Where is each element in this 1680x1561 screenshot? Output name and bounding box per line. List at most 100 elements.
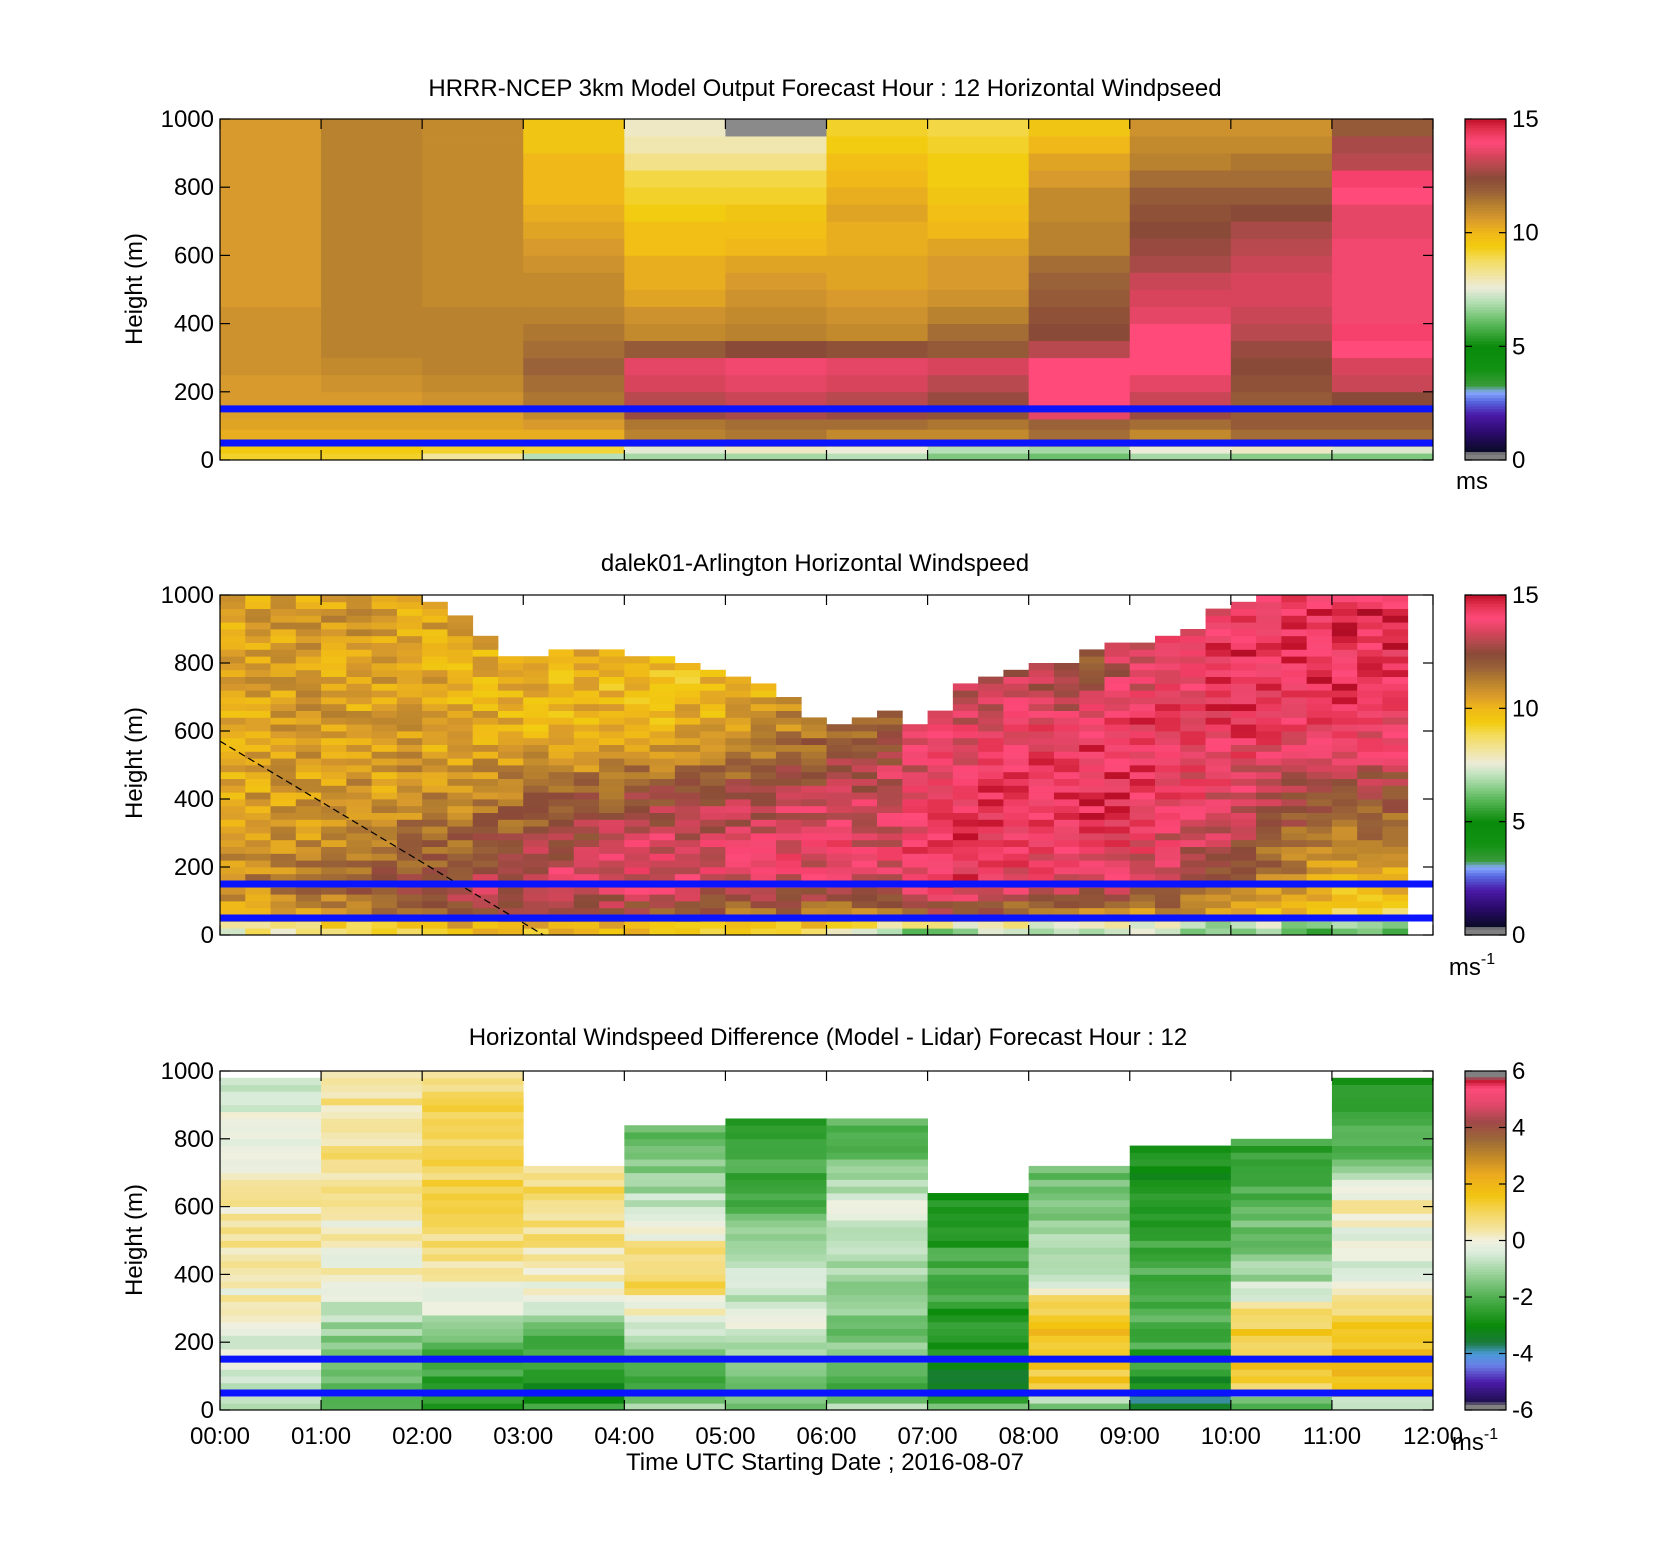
heatmap-cell bbox=[1331, 1132, 1434, 1140]
heatmap-cell bbox=[472, 765, 499, 773]
heatmap-cell bbox=[1331, 635, 1358, 643]
heatmap-cell bbox=[1104, 724, 1131, 732]
heatmap-cell bbox=[1382, 751, 1409, 759]
heatmap-cells-lidar bbox=[219, 595, 1409, 936]
heatmap-cell bbox=[978, 751, 1004, 759]
colorbar-swatch bbox=[1465, 614, 1506, 619]
heatmap-cell bbox=[573, 799, 600, 807]
heatmap-cell bbox=[523, 1308, 625, 1316]
heatmap-cell bbox=[523, 1396, 625, 1404]
heatmap-cell bbox=[1357, 812, 1383, 820]
y-tick-label: 400 bbox=[174, 311, 214, 338]
heatmap-cell bbox=[1129, 238, 1232, 256]
heatmap-cell bbox=[1079, 894, 1105, 902]
heatmap-cell bbox=[422, 1213, 524, 1221]
heatmap-cell bbox=[1256, 697, 1282, 705]
heatmap-cell bbox=[523, 289, 625, 307]
heatmap-cell bbox=[725, 839, 752, 847]
heatmap-cell bbox=[1205, 778, 1232, 786]
heatmap-cell bbox=[801, 724, 827, 732]
heatmap-cell bbox=[220, 1308, 322, 1316]
heatmap-cell bbox=[1281, 676, 1308, 684]
heatmap-cell bbox=[1331, 1254, 1434, 1262]
heatmap-cell bbox=[674, 724, 701, 732]
heatmap-cell bbox=[599, 894, 625, 902]
heatmap-cell bbox=[396, 615, 423, 623]
heatmap-cell bbox=[1331, 717, 1358, 725]
panel-title-lidar: dalek01-Arlington Horizontal Windspeed bbox=[601, 550, 1029, 577]
heatmap-cell bbox=[1357, 887, 1383, 895]
heatmap-cell bbox=[1028, 204, 1131, 222]
heatmap-cell bbox=[725, 901, 752, 909]
heatmap-cell bbox=[1129, 778, 1156, 786]
colorbar-swatch bbox=[1465, 1333, 1506, 1338]
heatmap-cell bbox=[649, 751, 676, 759]
colorbar-swatch bbox=[1465, 442, 1506, 447]
heatmap-cell bbox=[725, 453, 827, 461]
colorbar-swatch bbox=[1465, 207, 1506, 211]
heatmap-cell bbox=[220, 697, 246, 705]
heatmap-cell bbox=[270, 683, 297, 691]
heatmap-cell bbox=[826, 1220, 928, 1228]
heatmap-cell bbox=[523, 731, 549, 739]
heatmap-cell bbox=[1028, 1376, 1131, 1384]
heatmap-cell bbox=[220, 676, 246, 684]
heatmap-cell bbox=[1331, 323, 1434, 342]
heatmap-cell bbox=[750, 860, 777, 868]
heatmap-cell bbox=[220, 669, 246, 677]
heatmap-cell bbox=[422, 1159, 524, 1167]
heatmap-cell bbox=[902, 799, 928, 807]
heatmap-cell bbox=[497, 778, 524, 786]
colorbar-swatch bbox=[1465, 133, 1506, 137]
colorbar-swatch bbox=[1465, 371, 1506, 376]
heatmap-cell bbox=[978, 805, 1004, 813]
heatmap-cell bbox=[1357, 833, 1383, 841]
heatmap-cell bbox=[1331, 1193, 1434, 1201]
heatmap-cell bbox=[321, 1172, 423, 1180]
colorbar-swatch bbox=[1465, 711, 1506, 715]
heatmap-cell bbox=[573, 839, 600, 847]
heatmap-cell bbox=[220, 374, 322, 393]
colorbar-swatch bbox=[1465, 838, 1506, 843]
colorbar-swatch bbox=[1465, 1381, 1506, 1386]
heatmap-cell bbox=[396, 629, 423, 637]
heatmap-cell bbox=[1357, 649, 1383, 657]
heatmap-cell bbox=[220, 1403, 322, 1411]
heatmap-cell bbox=[472, 819, 499, 827]
heatmap-cell bbox=[422, 867, 448, 875]
heatmap-cell bbox=[346, 839, 373, 847]
heatmap-cell bbox=[295, 805, 322, 813]
heatmap-cell bbox=[1331, 1233, 1434, 1241]
heatmap-cell bbox=[877, 765, 903, 773]
heatmap-cell bbox=[523, 1281, 625, 1289]
colorbar-swatch bbox=[1465, 295, 1506, 299]
heatmap-cell bbox=[1129, 751, 1156, 759]
heatmap-cell bbox=[775, 867, 802, 875]
heatmap-cell bbox=[422, 323, 524, 342]
colorbar-swatch bbox=[1465, 266, 1506, 271]
heatmap-cell bbox=[624, 1348, 726, 1357]
heatmap-cell bbox=[624, 744, 651, 752]
colorbar-swatch bbox=[1465, 651, 1506, 656]
heatmap-cell bbox=[826, 724, 853, 732]
heatmap-cell bbox=[1129, 873, 1156, 881]
heatmap-cell bbox=[1053, 765, 1080, 773]
heatmap-cell bbox=[220, 1220, 322, 1228]
heatmap-cell bbox=[523, 785, 549, 793]
heatmap-cell bbox=[1331, 731, 1358, 739]
heatmap-cell bbox=[1053, 819, 1080, 827]
heatmap-cell bbox=[422, 1138, 524, 1146]
heatmap-cell bbox=[750, 792, 777, 800]
heatmap-cell bbox=[523, 1294, 625, 1302]
heatmap-cell bbox=[523, 1165, 625, 1174]
heatmap-cell bbox=[220, 419, 322, 430]
colorbar-swatch bbox=[1465, 164, 1506, 168]
heatmap-cell bbox=[523, 374, 625, 393]
heatmap-cell bbox=[1357, 676, 1383, 684]
heatmap-cell bbox=[422, 1240, 524, 1248]
heatmap-cell bbox=[220, 1098, 322, 1106]
heatmap-cell bbox=[523, 136, 625, 154]
colorbar-swatch bbox=[1465, 141, 1506, 146]
heatmap-cell bbox=[1155, 805, 1181, 813]
heatmap-cell bbox=[1155, 737, 1181, 745]
